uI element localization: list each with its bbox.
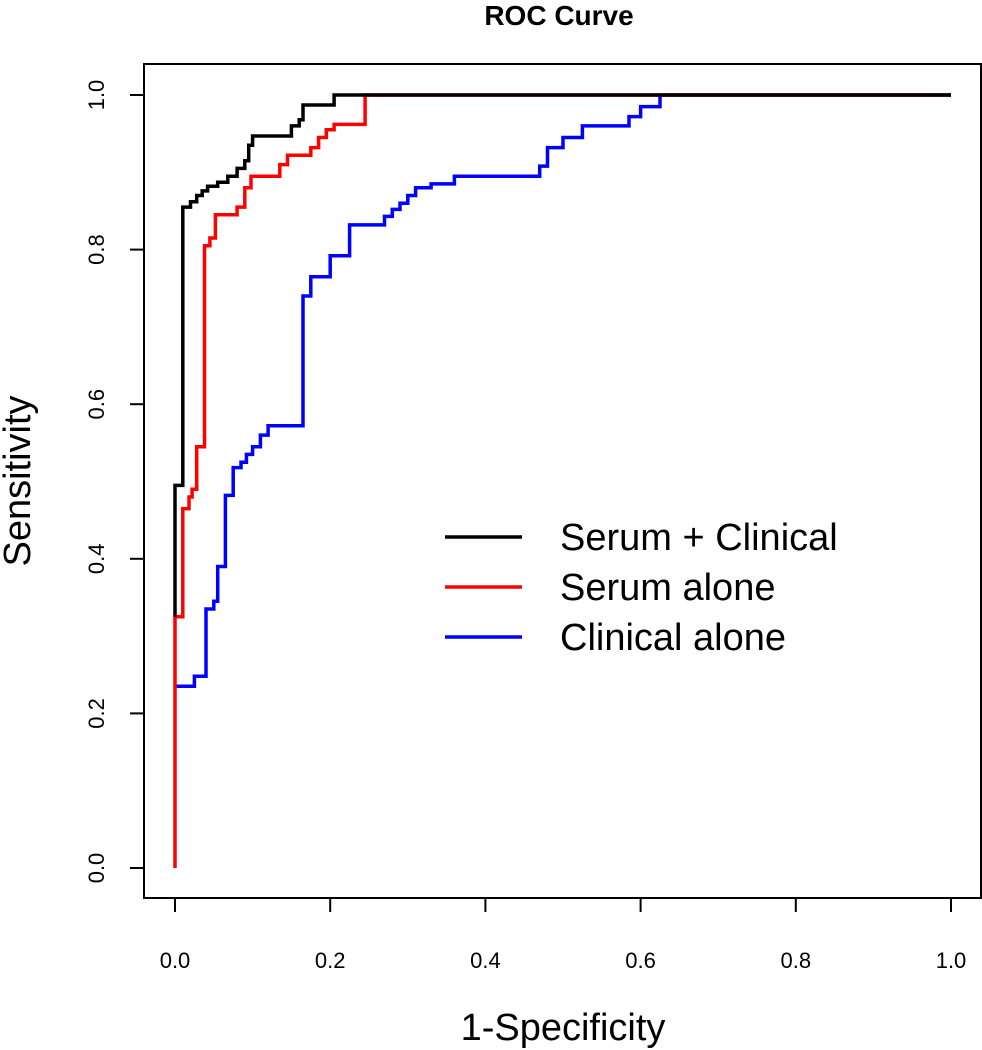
x-axis-title: 1-Specificity xyxy=(461,1007,666,1049)
x-tick-label: 1.0 xyxy=(936,948,967,973)
series-line-serum-alone xyxy=(173,93,951,868)
x-tick-label: 0.6 xyxy=(625,948,656,973)
x-tick-label: 0.8 xyxy=(781,948,812,973)
plot-frame xyxy=(143,63,982,899)
y-tick-label: 0.8 xyxy=(84,234,109,265)
chart-title: ROC Curve xyxy=(484,0,633,31)
series-line-clinical-alone xyxy=(175,93,951,689)
legend: Serum + Clinical Serum alone Clinical alon… xyxy=(445,517,838,659)
y-tick-label: 0.6 xyxy=(84,389,109,420)
x-axis: 0.0 0.2 0.4 0.6 0.8 1.0 xyxy=(160,897,967,973)
y-axis: 0.0 0.2 0.4 0.6 0.8 1.0 xyxy=(84,80,145,884)
x-tick-label: 0.2 xyxy=(315,948,346,973)
y-tick-label: 0.4 xyxy=(84,544,109,575)
y-tick-label: 0.0 xyxy=(84,853,109,884)
series-line-serum-clinical xyxy=(173,93,951,617)
y-tick-label: 1.0 xyxy=(84,80,109,111)
legend-label: Serum + Clinical xyxy=(560,517,838,559)
legend-label: Serum alone xyxy=(560,567,775,609)
y-tick-label: 0.2 xyxy=(84,698,109,729)
legend-label: Clinical alone xyxy=(560,617,786,659)
series-layer xyxy=(173,93,951,868)
x-tick-label: 0.4 xyxy=(470,948,501,973)
x-tick-label: 0.0 xyxy=(160,948,191,973)
y-axis-title: Sensitivity xyxy=(0,395,39,566)
